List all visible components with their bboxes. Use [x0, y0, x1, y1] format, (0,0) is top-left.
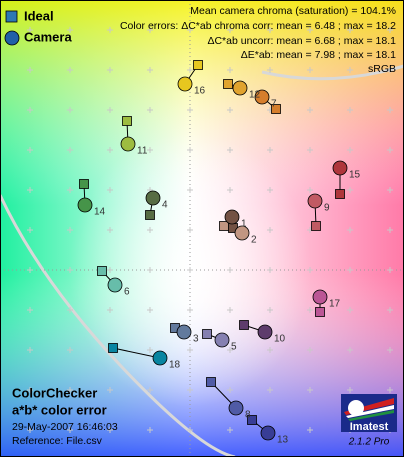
error-line: [112, 347, 161, 359]
ideal-point: [79, 179, 89, 189]
camera-point: [332, 160, 348, 176]
camera-point: [307, 193, 323, 209]
gamut-line: [261, 64, 404, 81]
chart-title: a*b* color error: [12, 402, 107, 417]
point-label: 14: [94, 207, 106, 218]
camera-point: [107, 277, 123, 293]
camera-point: [145, 190, 161, 206]
ideal-point: [223, 79, 233, 89]
ideal-point: [193, 60, 203, 70]
point-label: 13: [277, 435, 289, 446]
legend-label: Ideal: [24, 8, 54, 23]
point-label: 4: [162, 200, 168, 211]
logo: Imatest 2.1.2 Pro: [341, 394, 397, 448]
ideal-point: [108, 343, 118, 353]
point-label: 12: [249, 90, 261, 101]
point-label: 2: [251, 235, 257, 246]
ideal-point: [271, 104, 281, 114]
annotation: sRGB: [368, 63, 396, 75]
camera-point: [312, 289, 328, 305]
annotations: Mean camera chroma (saturation) = 104.1%…: [120, 5, 396, 75]
point-label: 8: [245, 410, 251, 421]
subtitle: ColorChecker: [12, 385, 97, 400]
reference: Reference: File.csv: [12, 435, 103, 447]
logo-stripe: [348, 410, 394, 421]
legend-square: [5, 10, 18, 23]
point-label: 11: [137, 146, 148, 157]
date: 29-May-2007 16:46:03: [12, 421, 118, 433]
camera-point: [152, 350, 168, 366]
camera-point: [77, 197, 93, 213]
legend: Ideal Camera: [4, 8, 72, 46]
camera-point: [214, 332, 230, 348]
point-label: 7: [271, 99, 277, 110]
ideal-point: [335, 189, 345, 199]
point-label: 1: [241, 219, 247, 230]
ideal-point: [206, 377, 216, 387]
ideal-point: [311, 221, 321, 231]
point-label: 3: [193, 334, 199, 345]
camera-point: [254, 89, 270, 105]
point-label: 15: [349, 170, 361, 181]
point-label: 10: [274, 334, 286, 345]
annotation: Mean camera chroma (saturation) = 104.1%: [190, 5, 396, 17]
legend-circle: [4, 30, 20, 46]
point-label: 17: [329, 299, 341, 310]
ideal-point: [239, 320, 249, 330]
ideal-point: [97, 266, 107, 276]
annotation: ΔE*ab: mean = 7.98 ; max = 18.1: [241, 49, 396, 61]
version: 2.1.2 Pro: [348, 437, 390, 448]
point-label: 5: [231, 342, 237, 353]
camera-point: [257, 324, 273, 340]
logo-globe: [348, 400, 364, 416]
annotation: Color errors: ΔC*ab chroma corr: mean = …: [120, 20, 396, 32]
ideal-point: [145, 210, 155, 220]
camera-point: [232, 80, 248, 96]
ideal-point: [219, 221, 229, 231]
camera-point: [224, 209, 240, 225]
ideal-point: [247, 415, 257, 425]
logo-text: Imatest: [350, 421, 389, 433]
legend-label: Camera: [24, 29, 72, 44]
ideal-point: [315, 307, 325, 317]
point-label: 9: [324, 203, 330, 214]
camera-point: [260, 425, 276, 441]
camera-point: [176, 324, 192, 340]
camera-point: [120, 136, 136, 152]
ideal-point: [202, 329, 212, 339]
point-label: 18: [169, 360, 181, 371]
annotation: ΔC*ab uncorr: mean = 6.68 ; max = 18.1: [207, 35, 396, 47]
point-label: 16: [194, 86, 206, 97]
ideal-point: [122, 116, 132, 126]
camera-point: [177, 76, 193, 92]
camera-point: [234, 225, 250, 241]
camera-point: [228, 400, 244, 416]
point-label: 6: [124, 287, 130, 298]
gamut-line: [0, 194, 236, 457]
